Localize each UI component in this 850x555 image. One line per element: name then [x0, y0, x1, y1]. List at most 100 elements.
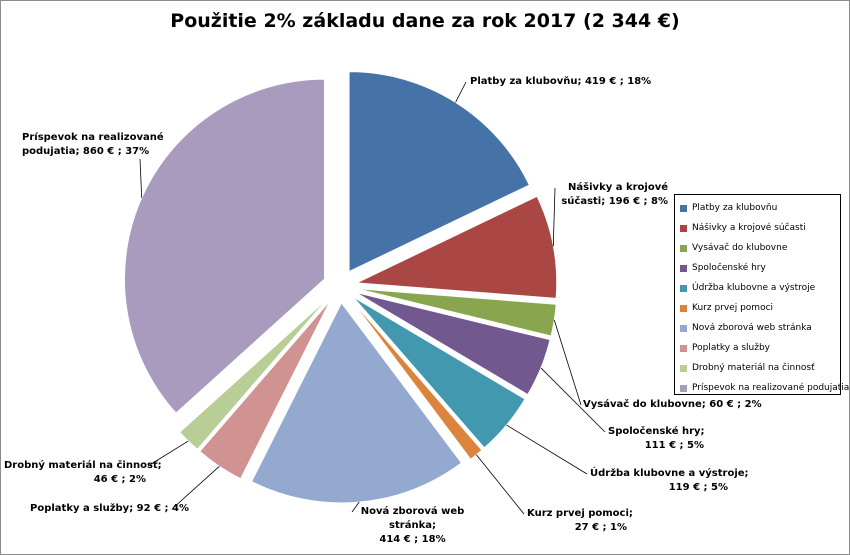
legend-label: Platby za klubovňu — [692, 203, 778, 213]
legend-label: Spoločenské hry — [692, 263, 766, 273]
data-label-value: 27 € — [574, 522, 600, 533]
data-label-percent: 18% — [421, 534, 446, 545]
legend-swatch — [680, 364, 687, 372]
pie-slice-8 — [199, 299, 331, 480]
leader-line-5 — [506, 424, 588, 475]
legend-label: Poplatky a služby — [692, 343, 770, 353]
legend-label: Vysávač do klubovne — [692, 243, 788, 253]
leader-line-6 — [476, 454, 525, 515]
data-label-percent: 8% — [651, 196, 668, 207]
data-label-name: Nová zborová web stránka; — [360, 506, 465, 531]
data-label-value: 92 € — [136, 503, 162, 514]
data-label-6: Kurz prvej pomoci; 27 € ; 1% — [527, 507, 633, 535]
data-label-value: 860 € — [82, 146, 115, 157]
data-label-name: Spoločenské hry; — [608, 426, 705, 437]
data-label-2: Nášivky a krojové súčasti; 196 € ; 8% — [558, 181, 668, 209]
data-label-percent: 4% — [172, 503, 189, 514]
data-label-separator: ; — [733, 399, 745, 410]
data-label-separator: ; — [616, 76, 628, 87]
pie-slice-2 — [354, 195, 558, 299]
legend-item-9: Drobný materiál na činnosť — [675, 358, 840, 378]
legend-item-3: Vysávač do klubovne — [675, 238, 840, 258]
data-label-1: Platby za klubovňu; 419 € ; 18% — [470, 75, 651, 89]
data-label-10: Príspevok na realizované podujatia; 860 €… — [22, 131, 172, 159]
legend-item-2: Nášivky a krojové súčasti — [675, 218, 840, 238]
data-label-name: Drobný materiál na činnosť; — [4, 460, 162, 471]
data-label-name: Poplatky a služby; — [30, 503, 137, 514]
legend-swatch — [680, 284, 687, 292]
data-label-separator: ; — [161, 503, 172, 514]
leader-line-3 — [553, 320, 582, 406]
data-label-percent: 5% — [711, 482, 728, 493]
legend-swatch — [680, 224, 687, 232]
legend-item-1: Platby za klubovňu — [675, 198, 840, 218]
data-label-separator: ; — [640, 196, 652, 207]
legend-item-4: Spoločenské hry — [675, 258, 840, 278]
legend-label: Príspevok na realizované podujatia — [692, 383, 850, 393]
leader-line-8 — [171, 466, 220, 510]
legend-label: Drobný materiál na činnosť — [692, 363, 815, 373]
data-label-separator: ; — [599, 522, 611, 533]
data-label-separator: ; — [676, 440, 688, 451]
data-label-8: Poplatky a služby; 92 € ; 4% — [30, 502, 189, 516]
legend-item-7: Nová zborová web stránka — [675, 318, 840, 338]
data-label-percent: 5% — [687, 440, 704, 451]
pie-slice-7 — [250, 301, 463, 504]
legend-label: Kurz prvej pomoci — [692, 303, 774, 313]
legend-item-6: Kurz prvej pomoci — [675, 298, 840, 318]
data-label-name: Vysávač do klubovne; — [583, 399, 710, 410]
pie-slice-6 — [350, 298, 483, 460]
pie-slice-4 — [355, 291, 551, 396]
legend-label: Údržba klubovne a výstroje — [692, 283, 816, 293]
data-label-5: Údržba klubovne a výstroje; 119 € ; 5% — [590, 467, 749, 495]
data-label-name: Príspevok na realizované podujatia; — [22, 132, 164, 157]
data-label-name: Platby za klubovňu; — [470, 76, 585, 87]
legend-label: Nášivky a krojové súčasti — [692, 223, 806, 233]
data-label-3: Vysávač do klubovne; 60 € ; 2% — [583, 398, 762, 412]
data-label-percent: 18% — [627, 76, 652, 87]
data-label-separator: ; — [118, 474, 130, 485]
legend-swatch — [680, 244, 687, 252]
data-label-value: 419 € — [584, 76, 617, 87]
data-label-7: Nová zborová web stránka; 414 € ; 18% — [355, 505, 470, 547]
data-label-9: Drobný materiál na činnosť; 46 € ; 2% — [4, 459, 162, 487]
legend-swatch — [680, 264, 687, 272]
legend-item-10: Príspevok na realizované podujatia — [675, 378, 849, 398]
legend-swatch — [680, 344, 687, 352]
data-label-percent: 1% — [610, 522, 627, 533]
leader-line-4 — [540, 367, 606, 433]
legend-label: Nová zborová web stránka — [692, 323, 812, 333]
pie-slice-5 — [352, 296, 526, 449]
legend-swatch — [680, 384, 687, 392]
chart-title: Použitie 2% základu dane za rok 2017 (2 … — [170, 10, 680, 32]
data-label-separator: ; — [410, 534, 422, 545]
pie-slice-1 — [348, 71, 531, 273]
legend-swatch — [680, 304, 687, 312]
data-label-percent: 37% — [125, 146, 150, 157]
data-label-value: 111 € — [644, 440, 677, 451]
leader-line-2 — [552, 187, 556, 247]
data-label-value: 60 € — [709, 399, 734, 410]
legend-swatch — [680, 204, 687, 212]
data-label-name: Kurz prvej pomoci; — [527, 508, 633, 519]
data-label-name: Nášivky a krojové súčasti; — [561, 182, 668, 207]
data-label-percent: 2% — [744, 399, 762, 410]
data-label-separator: ; — [700, 482, 712, 493]
data-label-separator: ; — [114, 146, 126, 157]
leader-line-10 — [139, 158, 143, 198]
leader-line-1 — [455, 81, 467, 103]
data-label-percent: 2% — [129, 474, 146, 485]
legend-item-5: Údržba klubovne a výstroje — [675, 278, 840, 298]
legend-swatch — [680, 324, 687, 332]
data-label-value: 46 € — [93, 474, 119, 485]
legend: Platby za klubovňu Nášivky a krojové súča… — [674, 194, 849, 398]
leader-line-9 — [147, 440, 189, 467]
leader-line-7 — [351, 501, 360, 513]
data-label-value: 414 € — [379, 534, 411, 545]
data-label-name: Údržba klubovne a výstroje; — [590, 468, 749, 479]
data-label-value: 119 € — [668, 482, 701, 493]
legend-item-8: Poplatky a služby — [675, 338, 840, 358]
data-label-4: Spoločenské hry; 111 € ; 5% — [608, 425, 705, 453]
data-label-value: 196 € — [608, 196, 641, 207]
